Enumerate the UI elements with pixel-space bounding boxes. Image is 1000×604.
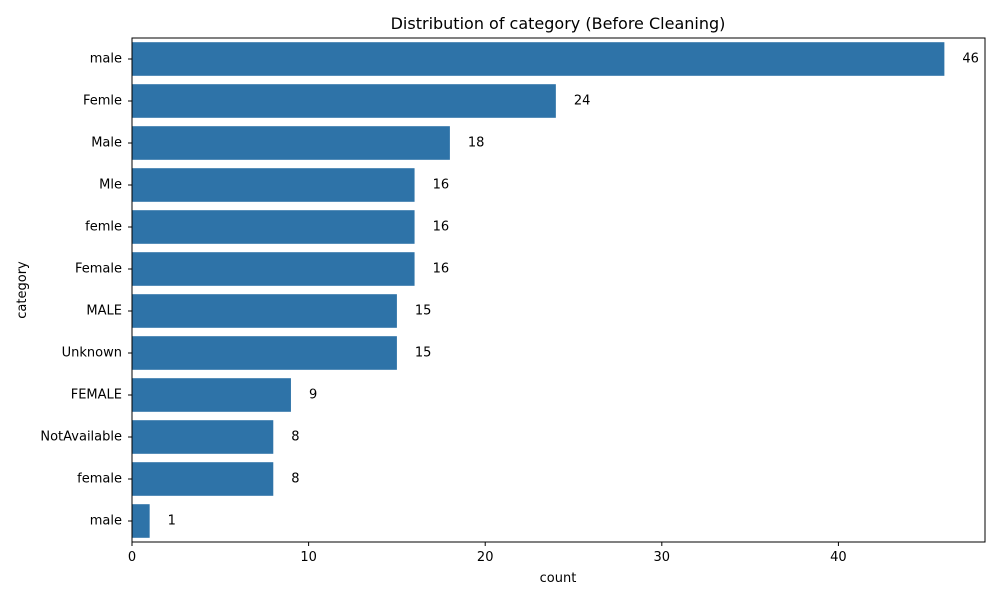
y-tick-label: Mle [99, 178, 122, 193]
y-tick-label: male [90, 52, 122, 67]
x-tick-label: 30 [654, 550, 671, 565]
bar-value-label: 8 [291, 430, 299, 445]
bar-value-label: 16 [433, 220, 450, 235]
y-tick-label: MALE [86, 304, 122, 319]
y-tick-label: femle [85, 220, 122, 235]
x-axis-label: count [540, 571, 577, 586]
x-tick-label: 20 [477, 550, 494, 565]
chart-title: Distribution of category (Before Cleanin… [391, 14, 726, 33]
y-tick-label: NotAvailable [40, 430, 122, 445]
bar-value-label: 8 [291, 472, 299, 487]
y-tick-label: male [90, 514, 122, 529]
bar [132, 84, 556, 118]
x-tick-label: 10 [300, 550, 317, 565]
bar-value-label: 1 [168, 514, 176, 529]
bar [132, 420, 274, 454]
bar [132, 294, 397, 328]
y-tick-label: Femle [83, 94, 122, 109]
bar-value-label: 16 [433, 178, 450, 193]
bar-value-label: 15 [415, 346, 432, 361]
y-tick-label: Unknown [62, 346, 122, 361]
bar-value-label: 18 [468, 136, 485, 151]
plot-frame [131, 37, 986, 543]
y-tick-label: Female [75, 262, 122, 277]
bar [132, 504, 150, 538]
bar [132, 252, 415, 286]
bar [132, 462, 274, 496]
bar-value-label: 15 [415, 304, 432, 319]
y-tick-label: Male [91, 136, 122, 151]
bar [132, 378, 291, 412]
y-tick-label: female [77, 472, 122, 487]
bar-value-label: 9 [309, 388, 317, 403]
bar-value-label: 24 [574, 94, 591, 109]
bar-value-label: 46 [962, 52, 979, 67]
bar [132, 336, 397, 370]
y-axis-label: category [15, 261, 30, 319]
bar [132, 210, 415, 244]
plot-area: 46male24Femle18Male16Mle16femle16Female1… [40, 37, 986, 565]
y-tick-label: FEMALE [71, 388, 122, 403]
bar-value-label: 16 [433, 262, 450, 277]
bar [132, 42, 945, 76]
x-tick-label: 0 [128, 550, 136, 565]
x-tick-label: 40 [830, 550, 847, 565]
bar [132, 126, 450, 160]
bar [132, 168, 415, 202]
